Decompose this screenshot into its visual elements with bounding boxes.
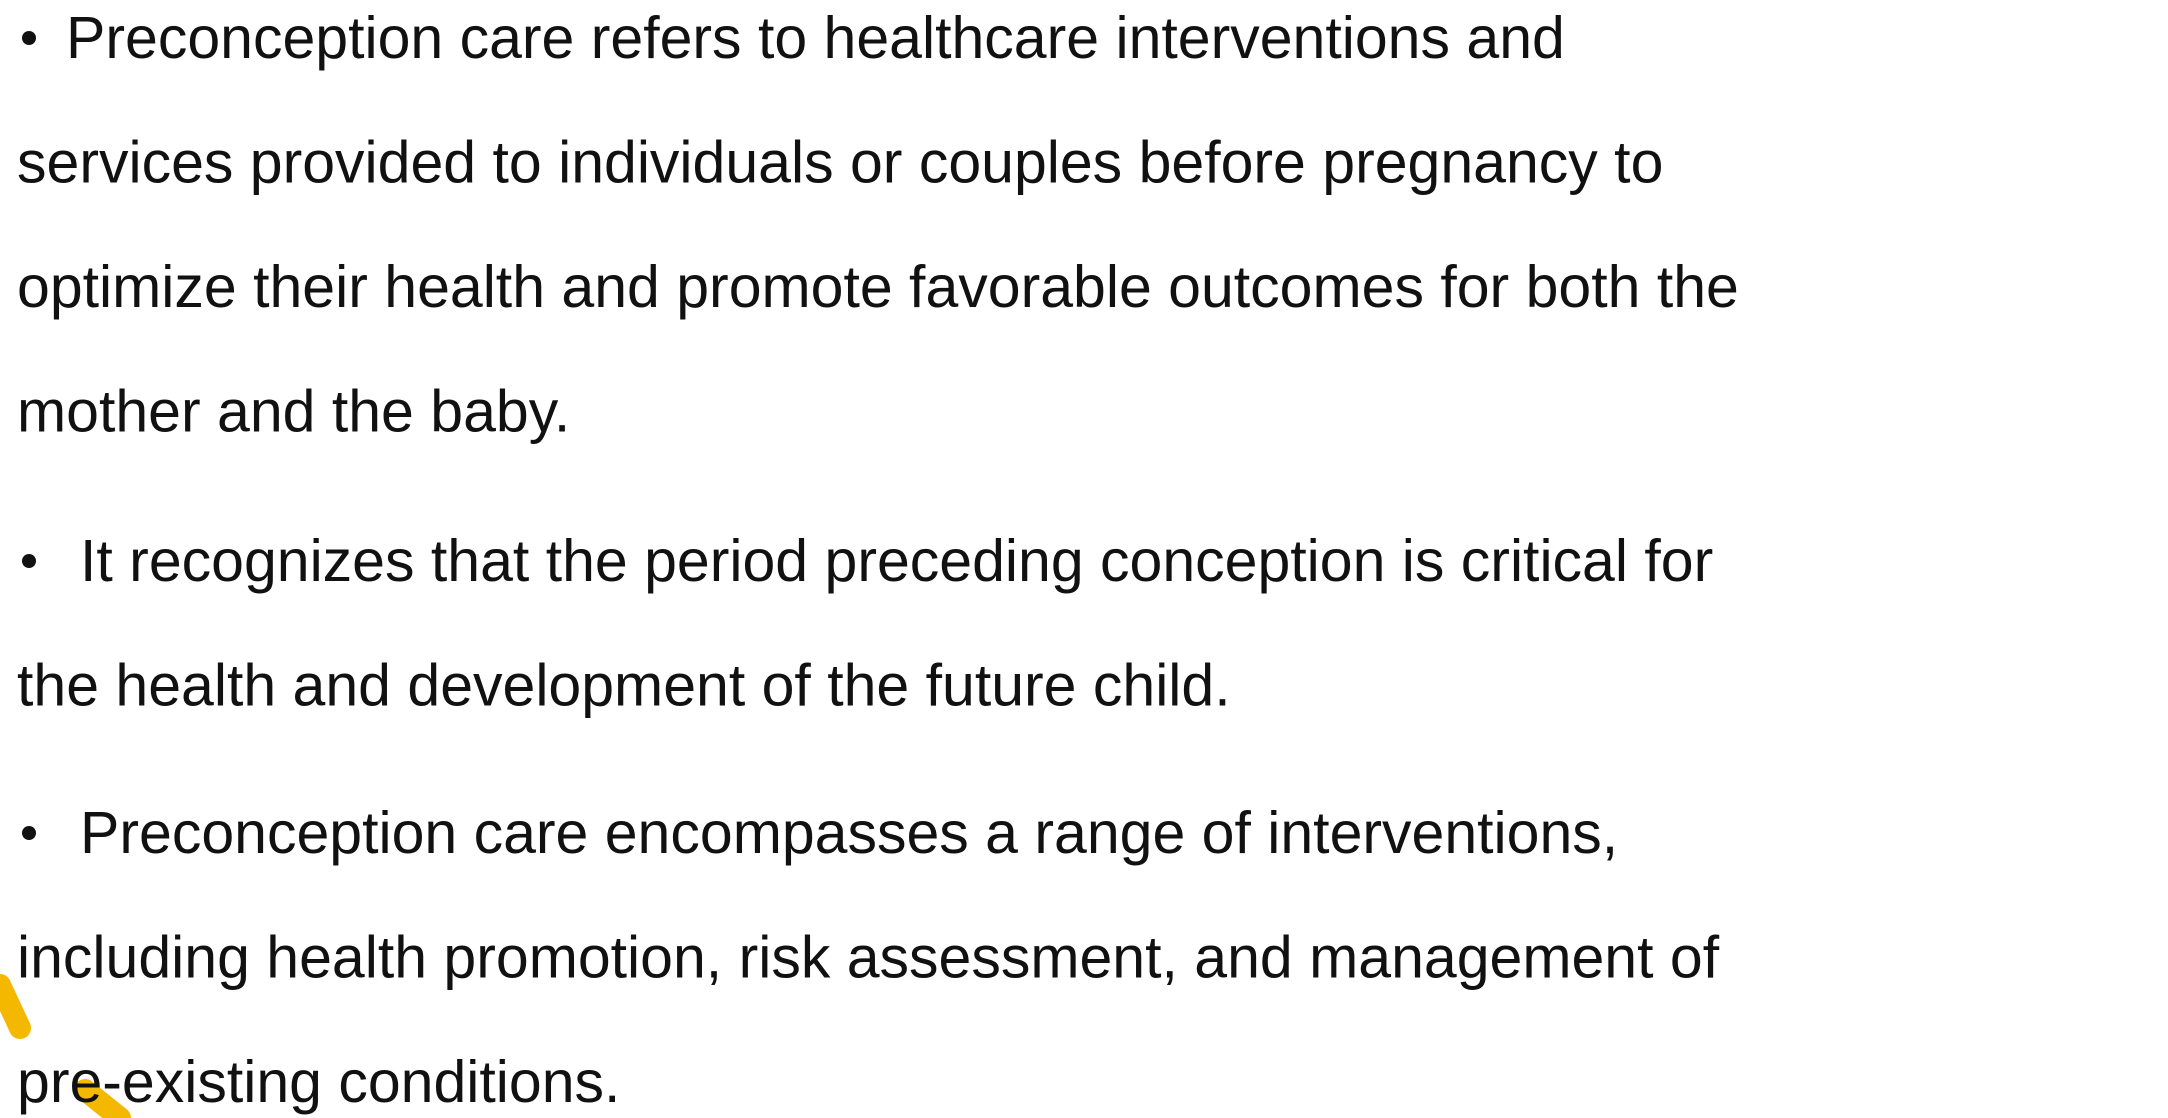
bullet-dot <box>22 31 36 45</box>
bullet-text-line: Preconception care refers to healthcare … <box>66 5 1565 71</box>
bullet-text-line: the health and development of the future… <box>17 653 1231 719</box>
page: Preconception care refers to healthcare … <box>0 0 2168 1118</box>
bullet-text-line: including health promotion, risk assessm… <box>17 925 1720 991</box>
bullet-dot <box>22 554 36 568</box>
bullet-text-line: mother and the baby. <box>17 379 570 445</box>
bullet-text-line: pre-existing conditions. <box>17 1049 620 1115</box>
bullet-text-line: Preconception care encompasses a range o… <box>80 800 1618 866</box>
bullet-dot <box>22 826 36 840</box>
slide: Preconception care refers to healthcare … <box>0 0 2168 1118</box>
bullet-text-line: services provided to individuals or coup… <box>17 130 1663 196</box>
bullet-text-line: It recognizes that the period preceding … <box>80 528 1713 594</box>
decoration <box>0 985 20 1028</box>
bullet-text-line: optimize their health and promote favora… <box>17 254 1739 320</box>
